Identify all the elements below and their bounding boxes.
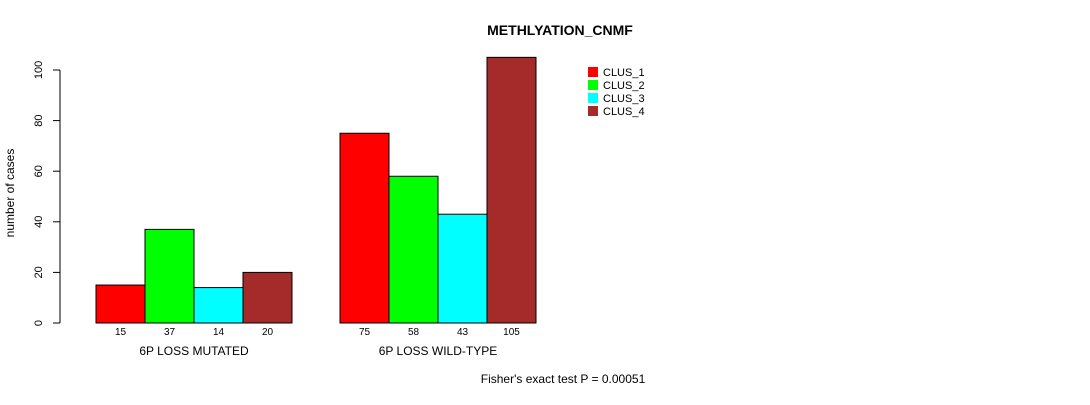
- legend-swatch: [588, 93, 598, 103]
- group-label: 6P LOSS MUTATED: [139, 344, 249, 358]
- legend-swatch: [588, 67, 598, 77]
- bar-value-label: 20: [262, 327, 274, 338]
- chart-title: METHLYATION_CNMF: [487, 22, 633, 38]
- legend-swatch: [588, 106, 598, 116]
- fisher-test-footnote: Fisher's exact test P = 0.00051: [481, 372, 646, 386]
- group-labels: 6P LOSS MUTATED 6P LOSS WILD-TYPE: [139, 344, 497, 358]
- y-tick-label: 20: [33, 266, 45, 278]
- bar-value-label: 37: [164, 327, 176, 338]
- bar-clus-4-group-1: [242, 271, 293, 324]
- bar-value-label: 15: [115, 327, 127, 338]
- bars: 15 37 14 20 75 58 43 105: [95, 56, 537, 338]
- y-tick-label: 60: [33, 165, 45, 177]
- legend-swatch: [588, 80, 598, 90]
- y-tick-label: 100: [33, 61, 45, 79]
- bar-value-label: 43: [457, 327, 469, 338]
- bar-clus-4-group-2: [486, 56, 537, 324]
- y-axis-label: number of cases: [3, 149, 17, 238]
- y-axis: 0 20 40 60 80 100: [33, 61, 61, 326]
- bar-clus-3-group-2: [437, 213, 488, 324]
- y-tick-label: 40: [33, 216, 45, 228]
- bar-clus-1-group-2: [339, 132, 390, 324]
- group-label: 6P LOSS WILD-TYPE: [379, 344, 497, 358]
- legend-label: CLUS_4: [603, 106, 645, 118]
- bar-clus-2-group-1: [144, 228, 195, 324]
- y-tick-label: 80: [33, 114, 45, 126]
- y-tick-label: 0: [33, 320, 45, 326]
- bar-value-label: 14: [213, 327, 225, 338]
- bar-clus-3-group-1: [193, 287, 244, 324]
- bar-value-label: 75: [359, 327, 371, 338]
- bar-clus-1-group-1: [95, 284, 146, 324]
- bar-value-label: 58: [408, 327, 420, 338]
- bar-clus-2-group-2: [388, 175, 439, 324]
- legend-label: CLUS_1: [603, 67, 645, 79]
- bar-value-label: 105: [503, 327, 520, 338]
- legend-label: CLUS_3: [603, 93, 645, 105]
- legend-label: CLUS_2: [603, 80, 645, 92]
